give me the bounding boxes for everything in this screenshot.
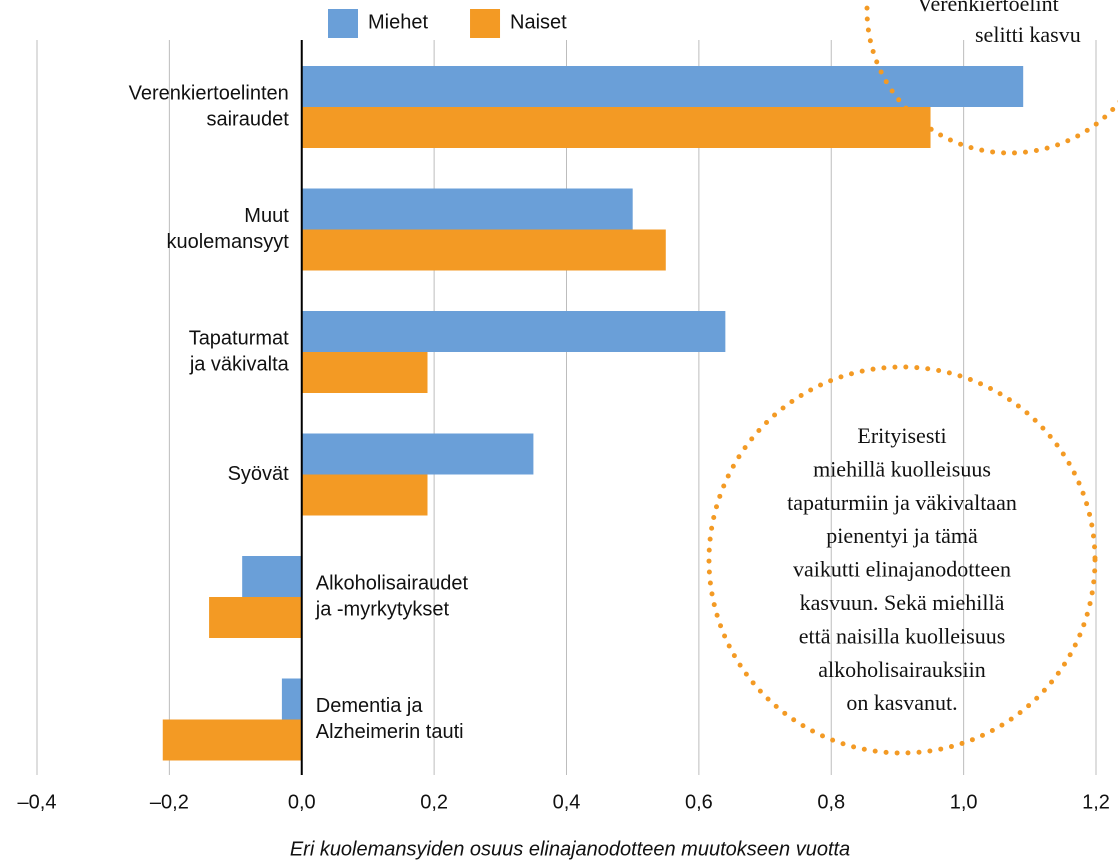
bar <box>301 352 428 393</box>
annotation-text: että naisilla kuolleisuus <box>799 623 1006 648</box>
bar <box>301 107 931 148</box>
x-tick-label: –0,2 <box>150 791 189 813</box>
x-tick-label: 0,4 <box>553 791 581 813</box>
bar <box>301 474 428 516</box>
x-tick-label: 0,6 <box>685 791 713 813</box>
category-label: Alzheimerin tauti <box>316 721 464 743</box>
annotation-text: vaikutti elinajanodotteen <box>793 557 1011 582</box>
annotation-text: tapaturmiin ja väkivaltaan <box>787 490 1017 515</box>
category-label: Alkoholisairaudet <box>316 572 469 594</box>
annotation-circle <box>864 0 1118 156</box>
bar <box>301 229 666 271</box>
bar <box>209 597 302 638</box>
annotation-text: miehillä kuolleisuus <box>813 456 991 481</box>
annotation-text: alkoholisairauksiin <box>818 657 985 682</box>
annotation-text: kasvuun. Sekä miehillä <box>800 590 1005 615</box>
bar <box>301 311 726 352</box>
x-tick-label: 0,2 <box>420 791 448 813</box>
annotation-text: Erityisesti <box>857 423 946 448</box>
x-tick-label: 0,0 <box>288 791 316 813</box>
category-label: ja väkivalta <box>189 353 290 375</box>
category-label: sairaudet <box>206 108 289 130</box>
category-label: Verenkiertoelinten <box>129 82 289 104</box>
category-label: Dementia ja <box>316 695 424 717</box>
bar <box>242 556 302 597</box>
category-label: Syövät <box>228 463 290 485</box>
annotation-text: selitti kasvu <box>975 22 1081 47</box>
legend-swatch <box>328 9 358 38</box>
x-tick-label: 1,0 <box>950 791 978 813</box>
legend-label: Naiset <box>510 11 567 33</box>
annotation-text: Verenkiertoelint <box>917 0 1059 16</box>
bar <box>301 188 633 230</box>
x-axis-label: Eri kuolemansyiden osuus elinajanodottee… <box>290 838 850 860</box>
category-label: Muut <box>244 205 289 227</box>
category-label: Tapaturmat <box>189 327 289 349</box>
annotation-text: pienentyi ja tämä <box>826 523 978 548</box>
x-tick-label: 0,8 <box>817 791 845 813</box>
legend-label: Miehet <box>368 11 428 33</box>
category-label: ja -myrkytykset <box>315 598 450 620</box>
category-label: kuolemansyyt <box>166 231 289 253</box>
legend-swatch <box>470 9 501 38</box>
bar <box>301 433 534 475</box>
annotation-circle <box>706 364 1098 756</box>
x-tick-label: 1,2 <box>1082 791 1110 813</box>
bar <box>162 719 302 761</box>
bar <box>281 678 302 720</box>
x-tick-label: –0,4 <box>18 791 57 813</box>
bar <box>301 66 1024 107</box>
annotation-text: on kasvanut. <box>846 690 957 715</box>
